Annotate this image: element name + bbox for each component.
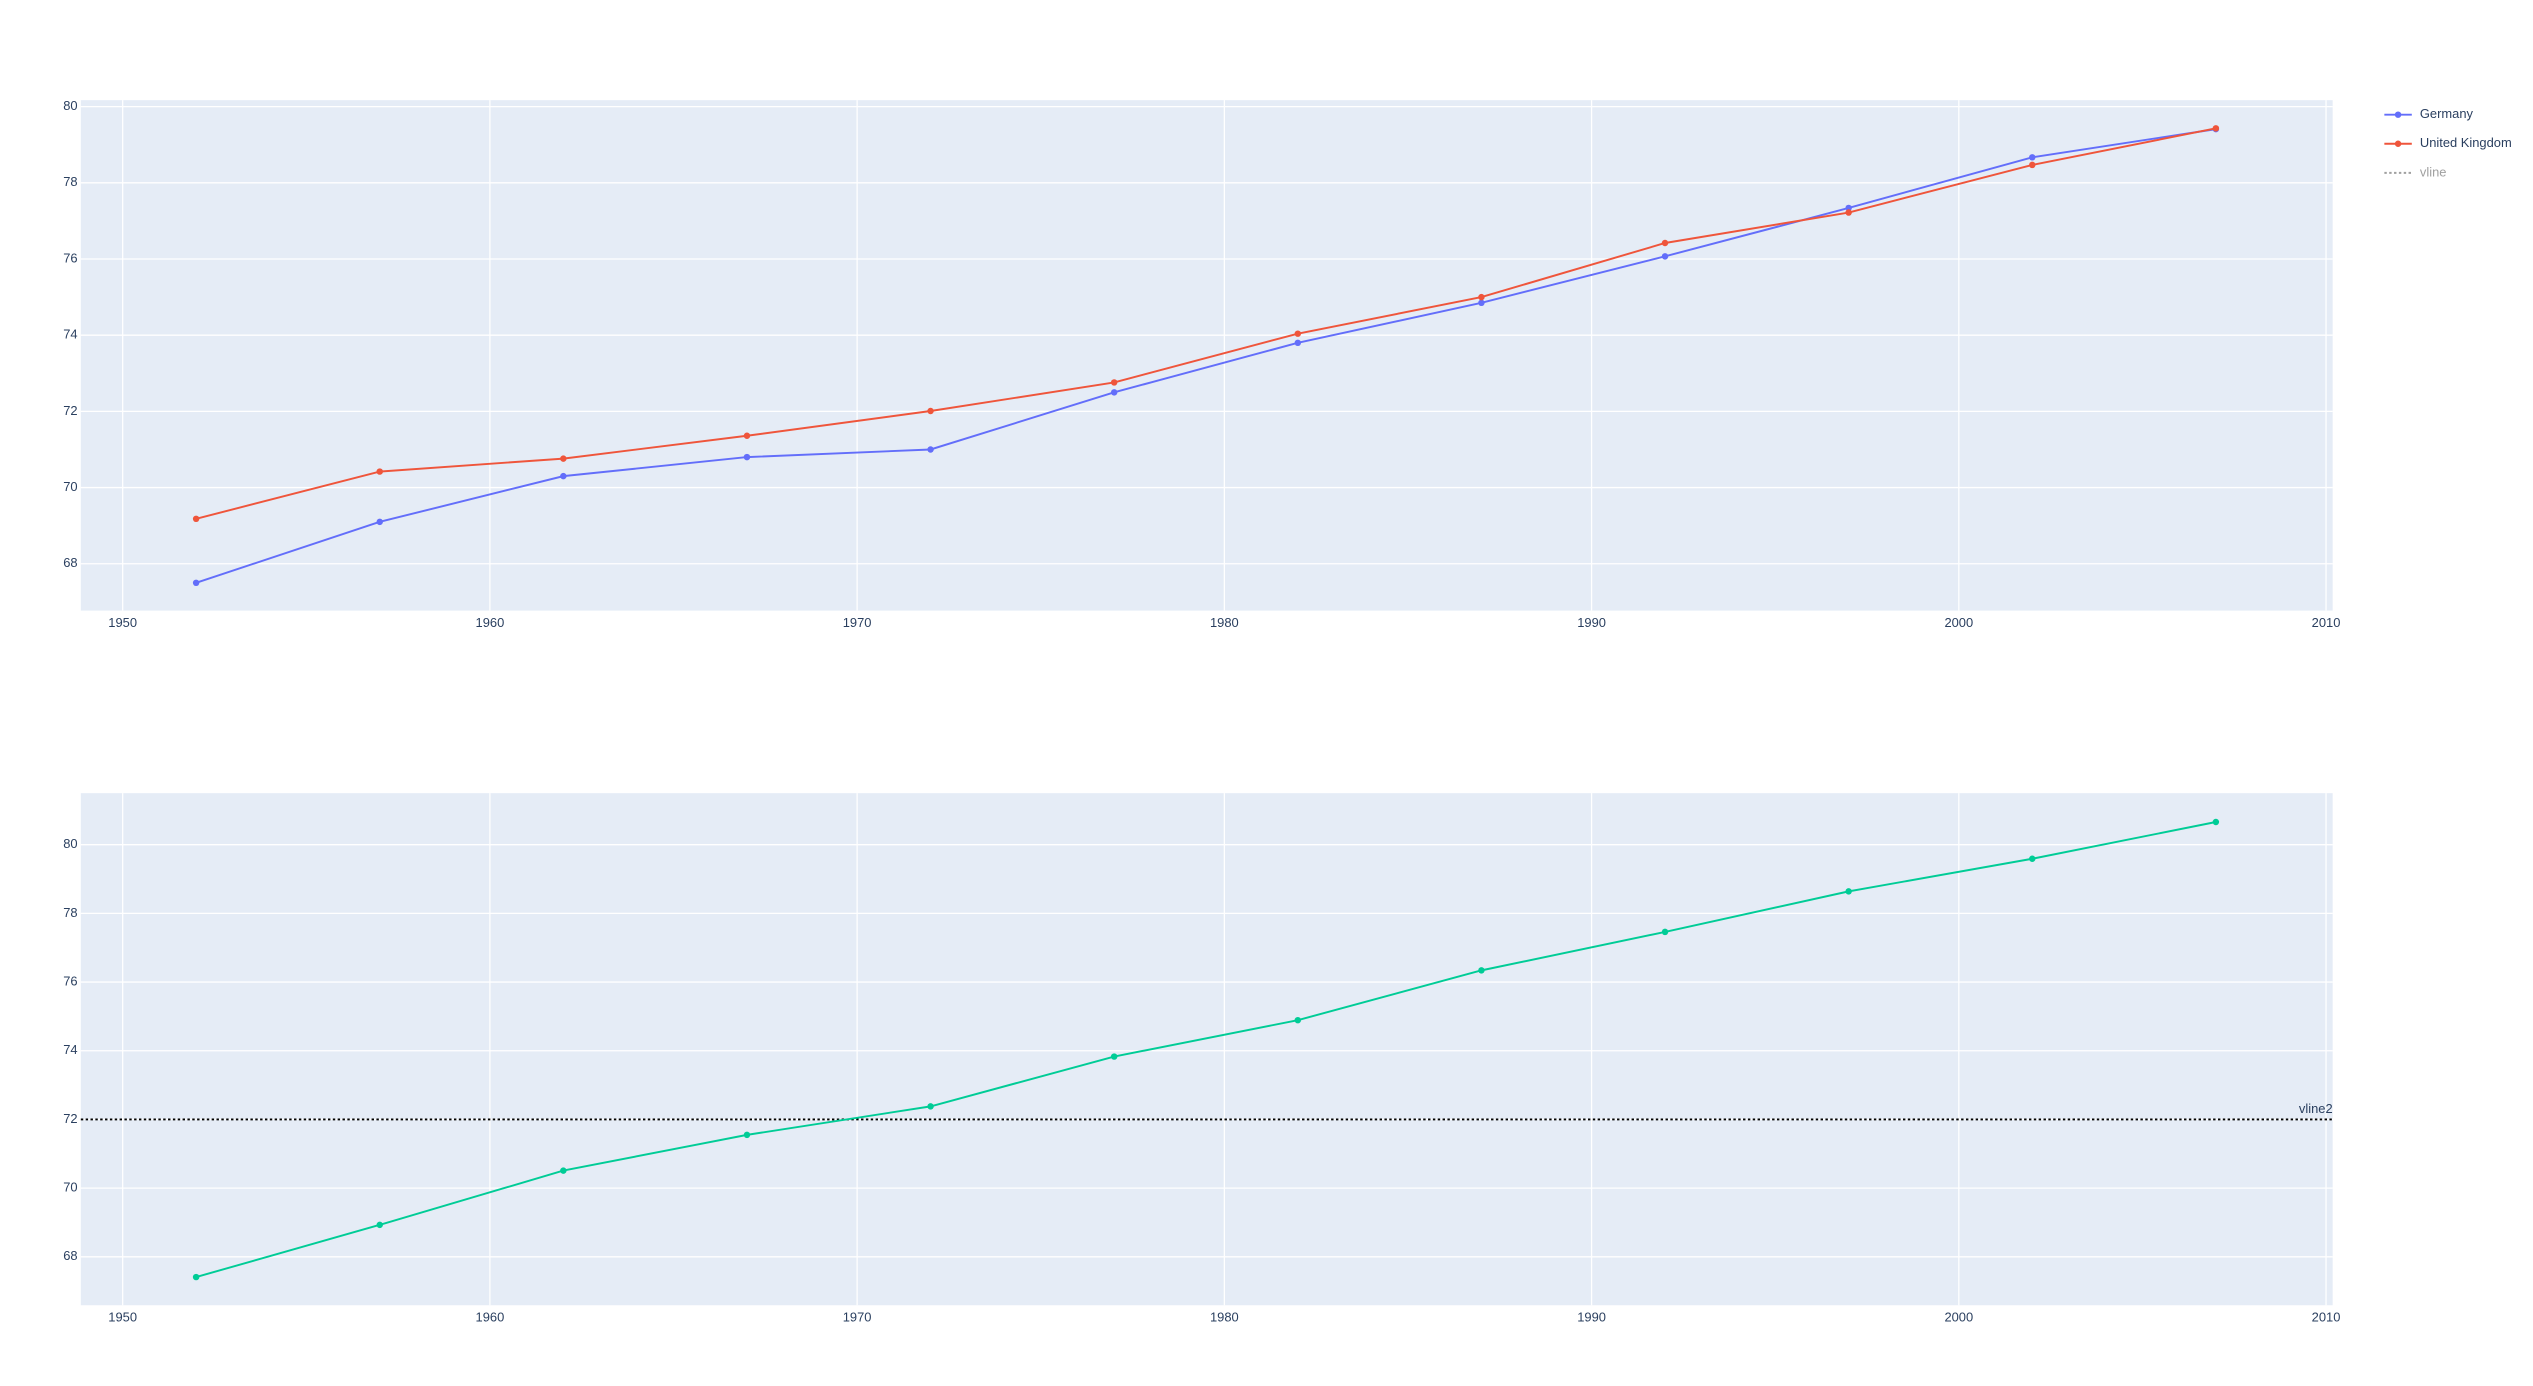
y-tick-label: 76 — [63, 250, 77, 265]
data-point — [2029, 855, 2036, 862]
data-point — [560, 455, 567, 462]
x-tick-label: 2000 — [1944, 1310, 1973, 1325]
data-point — [1294, 1016, 1302, 1024]
data-point — [1845, 204, 1852, 212]
x-tick-label: 1960 — [476, 1310, 505, 1325]
data-point — [1478, 967, 1485, 974]
data-point — [2212, 125, 2220, 132]
x-tick-label: 1980 — [1210, 1310, 1239, 1325]
legend-marker — [2394, 140, 2402, 147]
data-point — [192, 515, 200, 523]
y-tick-label: 70 — [63, 1180, 77, 1195]
y-tick-label: 74 — [63, 1042, 77, 1057]
annotation: vline2 — [2299, 1101, 2333, 1116]
x-tick-label: 1970 — [843, 1310, 872, 1325]
data-point — [927, 407, 934, 415]
data-point — [1478, 293, 1485, 301]
data-point — [743, 453, 751, 461]
data-point — [376, 1221, 383, 1229]
x-tick-label: 1990 — [1577, 1310, 1606, 1325]
legend-label: Germany — [2420, 106, 2474, 121]
y-tick-label: 80 — [63, 98, 77, 113]
y-tick-label: 72 — [63, 403, 77, 418]
data-point — [1661, 253, 1669, 260]
x-tick-label: 2000 — [1944, 615, 1973, 630]
y-tick-label: 72 — [63, 1111, 77, 1126]
series-line — [195, 821, 2217, 1279]
x-tick-label: 1950 — [108, 615, 137, 630]
plot-area — [80, 100, 2333, 611]
y-tick-label: 78 — [63, 174, 77, 189]
plot-area — [80, 793, 2333, 1306]
data-point — [560, 1167, 567, 1174]
data-point — [192, 1273, 200, 1281]
data-point — [927, 446, 934, 453]
data-point — [560, 472, 567, 480]
data-point — [1661, 928, 1669, 936]
x-tick-label: 1970 — [843, 615, 872, 630]
x-tick-label: 1990 — [1577, 615, 1606, 630]
data-point — [1110, 379, 1118, 386]
legend-label: vline — [2420, 164, 2447, 179]
data-point — [1294, 339, 1302, 347]
data-point — [1845, 888, 1852, 895]
data-point — [1478, 299, 1485, 307]
y-tick-label: 70 — [63, 479, 77, 494]
x-tick-label: 1980 — [1210, 615, 1239, 630]
data-point — [1294, 330, 1302, 337]
data-point — [1661, 239, 1669, 247]
x-tick-label: 1960 — [476, 615, 505, 630]
legend-marker — [2394, 111, 2402, 118]
data-point — [1110, 1053, 1118, 1060]
series-line — [195, 127, 2217, 520]
data-point — [2029, 161, 2036, 169]
data-point — [376, 518, 383, 526]
data-point — [2212, 818, 2220, 826]
data-point — [743, 432, 751, 439]
y-tick-label: 68 — [63, 555, 77, 570]
data-point — [192, 579, 200, 587]
x-tick-label: 2010 — [2312, 615, 2341, 630]
data-point — [376, 468, 383, 475]
y-tick-label: 80 — [63, 836, 77, 851]
y-tick-label: 68 — [63, 1248, 77, 1263]
legend-label: United Kingdom — [2420, 135, 2512, 150]
x-tick-label: 2010 — [2312, 1310, 2341, 1325]
data-point — [1110, 389, 1118, 396]
y-tick-label: 76 — [63, 973, 77, 988]
data-point — [927, 1103, 934, 1110]
series-line — [195, 128, 2217, 584]
x-tick-label: 1950 — [108, 1310, 137, 1325]
data-point — [743, 1131, 751, 1139]
y-tick-label: 78 — [63, 905, 77, 920]
y-tick-label: 74 — [63, 327, 77, 342]
data-point — [2029, 154, 2036, 161]
data-point — [1845, 209, 1852, 216]
